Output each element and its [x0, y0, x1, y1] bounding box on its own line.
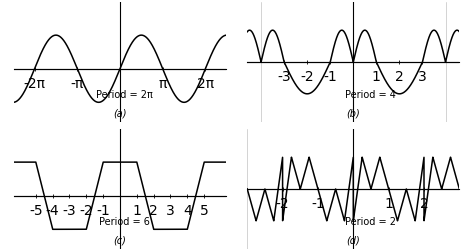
Text: Period = 2π: Period = 2π — [95, 89, 152, 99]
Text: Period = 2: Period = 2 — [344, 216, 395, 226]
Text: (c): (c) — [113, 235, 126, 245]
Text: (a): (a) — [113, 108, 126, 118]
Text: Period = 6: Period = 6 — [99, 216, 150, 226]
Text: (d): (d) — [346, 235, 359, 245]
Text: (b): (b) — [346, 108, 359, 118]
Text: Period = 4: Period = 4 — [344, 89, 395, 99]
